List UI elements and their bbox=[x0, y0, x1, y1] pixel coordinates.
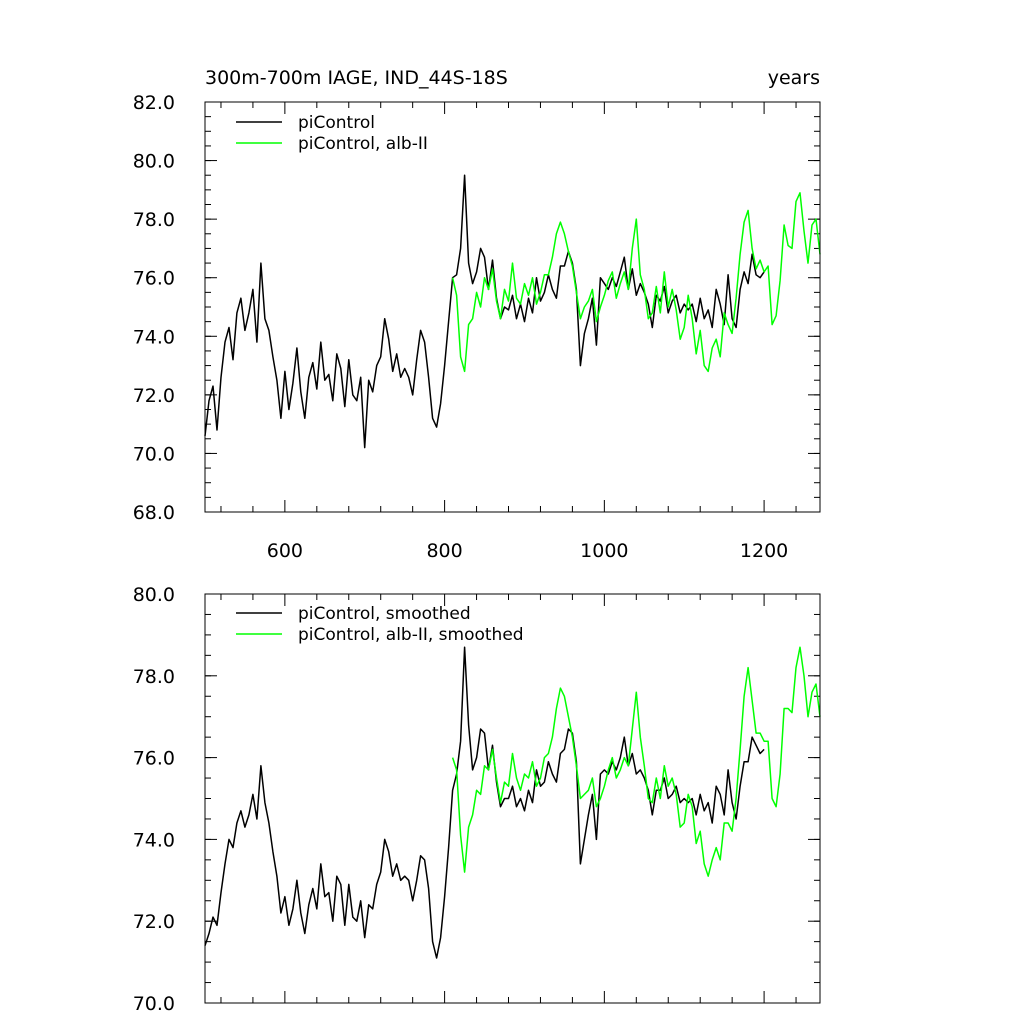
bottom-y-tick-label: 76.0 bbox=[133, 748, 175, 770]
bottom-y-tick-label: 70.0 bbox=[133, 993, 175, 1015]
top-y-tick-label: 76.0 bbox=[133, 268, 175, 290]
bottom-y-tick-label: 80.0 bbox=[133, 584, 175, 606]
bottom-y-tick-label: 74.0 bbox=[133, 829, 175, 851]
bottom-panel-frame bbox=[204, 593, 821, 1004]
top-x-tick-label: 600 bbox=[267, 540, 303, 562]
top-y-tick-label: 74.0 bbox=[133, 326, 175, 348]
bottom-y-tick-label: 78.0 bbox=[133, 666, 175, 688]
top-x-tick-label: 1200 bbox=[740, 540, 788, 562]
top-panel-frame bbox=[204, 101, 821, 513]
top-y-tick-label: 82.0 bbox=[133, 92, 175, 114]
top-y-tick-label: 68.0 bbox=[133, 502, 175, 524]
bottom-panel: 70.0 72.0 74.0 76.0 78.0 80.0 piControl, smoo… bbox=[133, 584, 821, 1015]
top-panel-series-lines bbox=[204, 174, 821, 449]
bottom-legend-label-0: piControl, smoothed bbox=[298, 604, 471, 624]
top-y-tick-label: 72.0 bbox=[133, 385, 175, 407]
top-legend-label-1: piControl, alb-II bbox=[298, 134, 428, 154]
bottom-legend-label-1: piControl, alb-II, smoothed bbox=[298, 625, 524, 645]
top-panel: 300m-700m IAGE, IND_44S-18S years 68.0 70… bbox=[133, 67, 821, 562]
bottom-series-line-1 bbox=[451, 646, 821, 877]
top-series-line-0 bbox=[204, 174, 765, 449]
bottom-y-tick-label: 72.0 bbox=[133, 911, 175, 933]
top-y-tick-label: 70.0 bbox=[133, 443, 175, 465]
top-y-tick-label: 78.0 bbox=[133, 209, 175, 231]
top-y-tick-label: 80.0 bbox=[133, 151, 175, 173]
top-panel-units: years bbox=[768, 67, 820, 89]
top-series-line-1 bbox=[451, 192, 821, 373]
top-x-tick-label: 800 bbox=[426, 540, 462, 562]
top-panel-ticks: 68.0 70.0 72.0 74.0 76.0 78.0 80.0 82.0 600 800 10… bbox=[133, 92, 820, 562]
top-x-tick-label: 1000 bbox=[580, 540, 628, 562]
top-legend-label-0: piControl bbox=[298, 113, 375, 133]
bottom-series-line-0 bbox=[204, 646, 765, 959]
bottom-panel-series-lines bbox=[204, 646, 821, 959]
top-panel-title: 300m-700m IAGE, IND_44S-18S bbox=[205, 67, 508, 89]
bottom-panel-ticks: 70.0 72.0 74.0 76.0 78.0 80.0 bbox=[133, 584, 820, 1015]
